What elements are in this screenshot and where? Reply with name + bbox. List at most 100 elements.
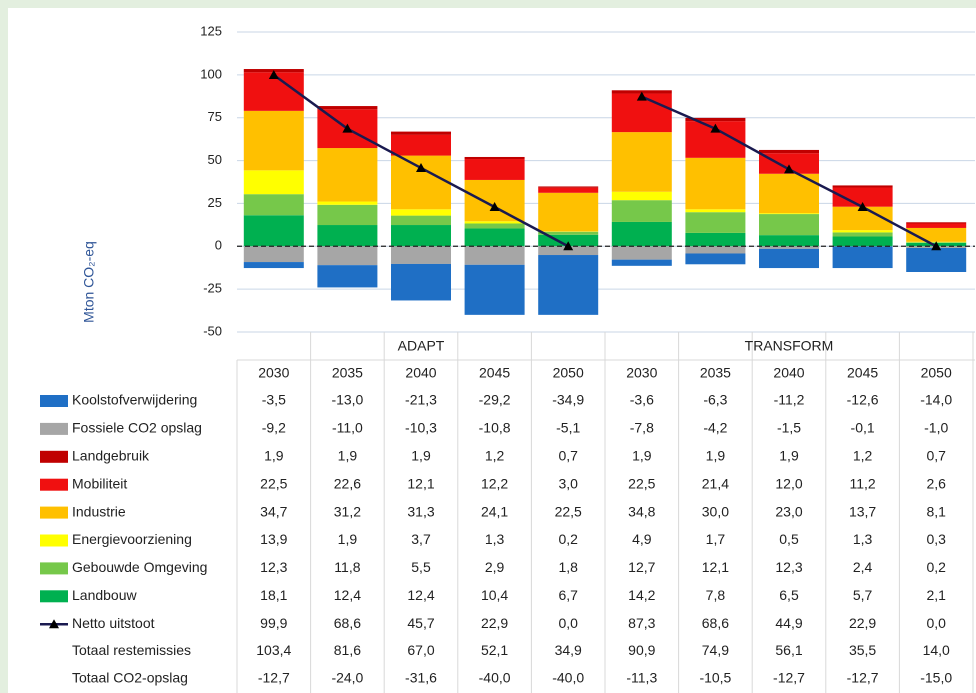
bar bbox=[759, 235, 819, 247]
cell: 0,5 bbox=[779, 531, 799, 547]
y-tick-label: 75 bbox=[208, 109, 222, 124]
cell: 22,6 bbox=[334, 475, 361, 491]
cell: 12,3 bbox=[260, 559, 287, 575]
cell: 22,5 bbox=[628, 475, 655, 491]
bar bbox=[464, 246, 525, 265]
cell: -13,0 bbox=[331, 392, 363, 408]
y-tick-label: 50 bbox=[208, 152, 222, 167]
cell: 45,7 bbox=[407, 615, 434, 631]
x-tick-label: 2040 bbox=[773, 365, 804, 381]
marker bbox=[563, 241, 574, 251]
cell: 56,1 bbox=[775, 642, 802, 658]
bar bbox=[611, 191, 672, 201]
bar bbox=[832, 232, 893, 237]
bar bbox=[611, 259, 672, 266]
bar bbox=[685, 232, 746, 247]
cell: 1,2 bbox=[853, 448, 873, 464]
x-tick-label: 2035 bbox=[700, 365, 731, 381]
bar bbox=[317, 148, 378, 202]
cell: 1,2 bbox=[485, 448, 505, 464]
cell: 0,0 bbox=[926, 615, 946, 631]
cell: 81,6 bbox=[334, 642, 361, 658]
cell: 5,5 bbox=[411, 559, 431, 575]
cell: 18,1 bbox=[260, 587, 287, 603]
bar bbox=[832, 236, 893, 247]
cell: 1,9 bbox=[338, 531, 358, 547]
bar bbox=[832, 246, 893, 269]
cell: 13,9 bbox=[260, 531, 287, 547]
cell: 68,6 bbox=[702, 615, 729, 631]
marker bbox=[784, 164, 794, 174]
cell: -9,2 bbox=[262, 420, 286, 436]
row-label: Totaal CO2-opslag bbox=[72, 670, 188, 686]
row-label: Totaal restemissies bbox=[72, 642, 191, 658]
y-tick-label: -50 bbox=[203, 323, 222, 338]
cell: 1,9 bbox=[632, 448, 652, 464]
cell: 12,4 bbox=[334, 587, 361, 603]
bar bbox=[759, 213, 819, 215]
cell: 12,1 bbox=[407, 475, 434, 491]
cell: 12,0 bbox=[775, 475, 802, 491]
legend-label: Netto uitstoot bbox=[72, 615, 155, 631]
bar bbox=[832, 187, 893, 207]
cell: 34,9 bbox=[555, 642, 582, 658]
cell: 14,0 bbox=[923, 642, 950, 658]
bar bbox=[685, 246, 746, 254]
cell: 30,0 bbox=[702, 503, 729, 519]
cell: 35,5 bbox=[849, 642, 876, 658]
legend-label: Mobiliteit bbox=[72, 475, 127, 491]
bar bbox=[243, 110, 304, 171]
cell: -40,0 bbox=[479, 670, 511, 686]
bar bbox=[759, 149, 819, 154]
cell: 90,9 bbox=[628, 642, 655, 658]
bar bbox=[538, 187, 599, 193]
cell: 0,3 bbox=[926, 531, 946, 547]
bar bbox=[391, 209, 451, 216]
bar bbox=[538, 234, 599, 247]
cell: -4,2 bbox=[703, 420, 727, 436]
bar bbox=[906, 222, 967, 224]
bar bbox=[317, 106, 378, 110]
cell: 34,7 bbox=[260, 503, 287, 519]
cell: -10,8 bbox=[479, 420, 511, 436]
legend-marker bbox=[49, 619, 59, 629]
marker bbox=[416, 162, 426, 172]
cell: 12,2 bbox=[481, 475, 508, 491]
legend-label: Koolstofverwijdering bbox=[72, 392, 197, 408]
cell: -0,1 bbox=[851, 420, 875, 436]
bar bbox=[391, 131, 451, 135]
legend-label: Industrie bbox=[72, 503, 126, 519]
bar bbox=[538, 186, 599, 188]
bar bbox=[464, 179, 525, 222]
cell: -31,6 bbox=[405, 670, 437, 686]
marker bbox=[489, 202, 500, 212]
x-tick-label: 2030 bbox=[258, 365, 289, 381]
cell: -29,2 bbox=[479, 392, 511, 408]
x-tick-label: 2030 bbox=[626, 365, 657, 381]
legend-label: Fossiele CO2 opslag bbox=[72, 420, 202, 436]
cell: -12,6 bbox=[847, 392, 879, 408]
bar bbox=[906, 248, 967, 272]
bar bbox=[317, 204, 378, 226]
x-tick-label: 2045 bbox=[479, 365, 510, 381]
bar bbox=[759, 153, 819, 174]
cell: 2,6 bbox=[926, 475, 946, 491]
cell: 22,9 bbox=[849, 615, 876, 631]
cell: -14,0 bbox=[920, 392, 952, 408]
cell: -11,0 bbox=[332, 420, 363, 436]
bar bbox=[464, 264, 525, 315]
cell: 0,2 bbox=[558, 531, 578, 547]
cell: 8,1 bbox=[926, 503, 946, 519]
cell: 99,9 bbox=[260, 615, 287, 631]
cell: -12,7 bbox=[258, 670, 290, 686]
legend-swatch bbox=[40, 422, 68, 435]
cell: 14,2 bbox=[628, 587, 655, 603]
bar bbox=[538, 192, 599, 232]
cell: 74,9 bbox=[702, 642, 729, 658]
bar bbox=[464, 156, 525, 160]
legend-swatch bbox=[40, 590, 68, 603]
cell: -11,3 bbox=[626, 670, 657, 686]
cell: 12,4 bbox=[407, 587, 434, 603]
bar bbox=[317, 265, 378, 288]
cell: 1,7 bbox=[706, 531, 726, 547]
